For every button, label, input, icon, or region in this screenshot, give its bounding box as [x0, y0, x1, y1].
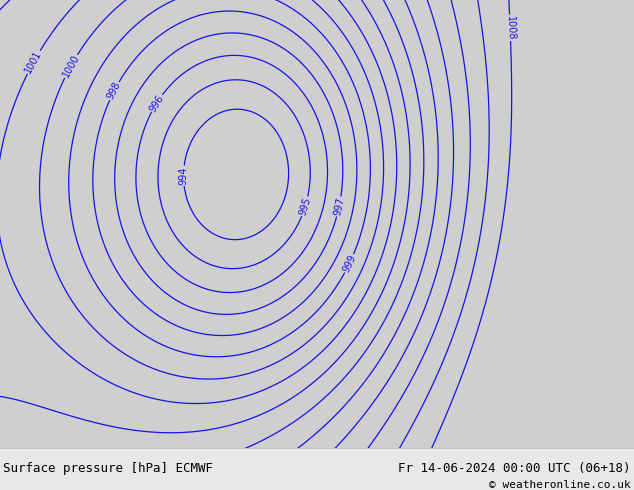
Text: 996: 996 — [148, 93, 165, 114]
Text: 994: 994 — [179, 167, 188, 185]
Text: Fr 14-06-2024 00:00 UTC (06+18): Fr 14-06-2024 00:00 UTC (06+18) — [398, 462, 631, 475]
Text: 995: 995 — [298, 196, 313, 217]
Text: Surface pressure [hPa] ECMWF: Surface pressure [hPa] ECMWF — [3, 462, 213, 475]
Text: 1001: 1001 — [23, 49, 44, 75]
Text: 1000: 1000 — [60, 53, 81, 79]
Text: © weatheronline.co.uk: © weatheronline.co.uk — [489, 480, 631, 490]
Text: 997: 997 — [332, 196, 346, 217]
Text: 998: 998 — [105, 80, 123, 101]
Text: 1008: 1008 — [505, 15, 515, 40]
Text: 1004: 1004 — [207, 486, 233, 490]
Text: 999: 999 — [341, 253, 358, 274]
